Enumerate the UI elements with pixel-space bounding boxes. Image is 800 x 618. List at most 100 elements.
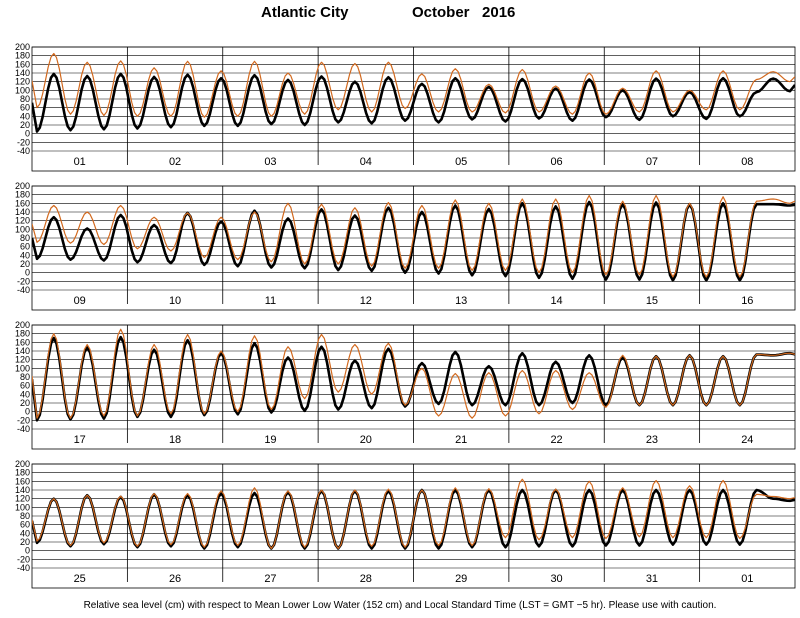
y-tick-label: 160 [15,198,30,208]
chart-title-month-name: October [412,4,470,21]
y-tick-label: 140 [15,68,30,78]
y-tick-label: 20 [20,120,30,130]
x-tick-label-day: 23 [646,434,658,446]
y-tick-label: -40 [17,146,30,156]
x-tick-label-day: 20 [360,434,372,446]
y-tick-label: 160 [15,337,30,347]
x-tick-label-day: 26 [169,573,181,585]
y-tick-label: 120 [15,494,30,504]
y-tick-label: -20 [17,415,30,425]
panel-series-group [32,194,795,282]
x-tick-label-day: 01 [741,573,753,585]
y-tick-label: 20 [20,259,30,269]
x-tick-label-day: 09 [74,295,86,307]
y-tick-label: 100 [15,224,30,234]
y-tick-label: -20 [17,137,30,147]
x-tick-label-day: 17 [74,434,86,446]
y-tick-label: 80 [20,94,30,104]
y-tick-label: -20 [17,276,30,286]
series-line-observed [32,194,795,278]
y-tick-label: 100 [15,85,30,95]
y-tick-label: 40 [20,528,30,538]
x-tick-label-day: 14 [550,295,562,307]
y-tick-label: 0 [25,407,30,417]
series-line-predicted [32,72,795,133]
y-tick-label: 180 [15,190,30,200]
y-tick-label: 200 [15,320,30,330]
y-tick-label: -40 [17,285,30,295]
y-tick-label: 80 [20,233,30,243]
y-tick-label: 120 [15,216,30,226]
y-tick-label: 40 [20,111,30,121]
x-tick-label-day: 01 [74,156,86,168]
x-tick-label-day: 29 [455,573,467,585]
x-tick-label-day: 05 [455,156,467,168]
panel-series-group [32,478,795,550]
y-tick-label: 60 [20,103,30,113]
y-tick-label: 140 [15,346,30,356]
panel-series-group [32,52,795,133]
y-tick-label: 140 [15,485,30,495]
y-tick-label: 100 [15,502,30,512]
x-tick-label-day: 02 [169,156,181,168]
x-tick-label-day: 07 [646,156,658,168]
x-tick-label-day: 18 [169,434,181,446]
y-tick-label: 140 [15,207,30,217]
x-tick-label-day: 04 [360,156,372,168]
x-tick-label-day: 16 [741,295,753,307]
y-tick-label: 80 [20,511,30,521]
y-tick-label: 20 [20,398,30,408]
y-tick-label: 40 [20,250,30,260]
x-tick-label-day: 10 [169,295,181,307]
y-tick-label: 0 [25,546,30,556]
y-tick-label: -40 [17,563,30,573]
x-tick-label-day: 08 [741,156,753,168]
y-tick-label: 20 [20,537,30,547]
series-line-observed [32,52,795,118]
x-tick-label-day: 22 [550,434,562,446]
y-tick-label: 160 [15,59,30,69]
y-tick-label: 120 [15,77,30,87]
chart-title-station: Atlantic City [261,4,349,21]
y-tick-label: 180 [15,329,30,339]
y-tick-label: 160 [15,476,30,486]
x-tick-label-day: 24 [741,434,753,446]
x-tick-label-day: 06 [550,156,562,168]
x-tick-label-day: 11 [265,295,276,307]
y-tick-label: 120 [15,355,30,365]
x-tick-label-day: 13 [455,295,467,307]
x-tick-label-day: 12 [360,295,372,307]
title-bar: Atlantic City October 2016 [0,4,800,26]
x-tick-label-day: 28 [360,573,372,585]
chart-title-year: 2016 [482,4,516,21]
y-tick-label: 40 [20,389,30,399]
y-tick-label: 80 [20,372,30,382]
series-line-predicted [32,200,795,282]
x-tick-label-day: 03 [264,156,276,168]
panel-series-group [32,328,795,422]
x-tick-label-day: 25 [74,573,86,585]
y-tick-label: 180 [15,51,30,61]
y-tick-label: 60 [20,381,30,391]
series-line-observed [32,328,795,419]
chart-title-month: October 2016 [412,4,515,21]
series-line-observed [32,478,795,550]
y-tick-label: 180 [15,468,30,478]
y-tick-label: 200 [15,42,30,52]
x-tick-label-day: 31 [646,573,658,585]
x-tick-label-day: 21 [455,434,467,446]
y-tick-label: 60 [20,242,30,252]
x-tick-label-day: 19 [264,434,276,446]
y-tick-label: 200 [15,181,30,191]
y-tick-label: 0 [25,129,30,139]
panel-frame [31,185,796,311]
chart-footnote: Relative sea level (cm) with respect to … [83,600,717,611]
y-tick-label: -20 [17,554,30,564]
x-tick-label-day: 27 [264,573,276,585]
y-tick-label: 100 [15,363,30,373]
